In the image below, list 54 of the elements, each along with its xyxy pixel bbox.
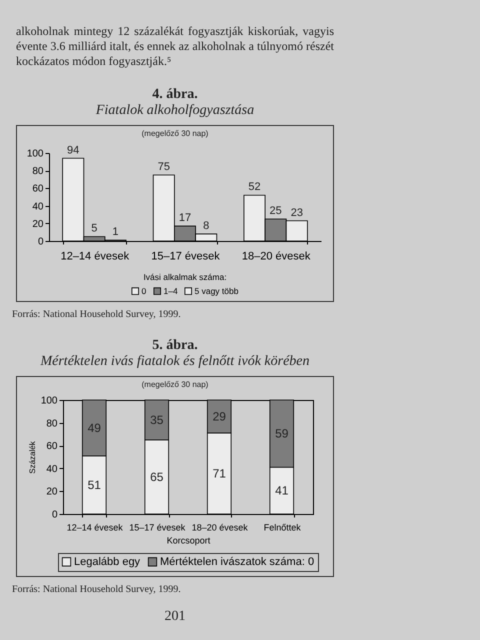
data-label: 29 <box>212 410 226 424</box>
data-label: 49 <box>87 420 101 435</box>
chart-subtitle: Mértéktelen ivás fiatalok és felnőtt ivók körében <box>39 354 310 370</box>
text: alkoholnak mintegy 12 százalékát fogyasztják kiskorúak, vagyis évente 3.6 milliárd italt, és ennek az alkoholnak a túlnyomó részét kockázatos módon fogyasztják.⁵ <box>16 24 334 69</box>
chart-title: 5. ábra. <box>151 338 199 354</box>
x-tick-label: 12–14 évesek <box>60 250 130 262</box>
chart-subtitle: Fiatalok alkoholfogyasztása <box>94 103 256 119</box>
y-tick-label: 60 <box>32 184 44 195</box>
data-label: 8 <box>202 220 209 232</box>
legend-label: Legalább egy <box>74 556 140 568</box>
data-label: 41 <box>274 484 288 498</box>
y-tick-label: 0 <box>51 510 58 520</box>
legend-label: Mértéktelen ivászatok száma: 0 <box>160 556 314 568</box>
data-label: 1 <box>112 226 118 238</box>
data-label: 52 <box>248 181 260 194</box>
legend-label: 0 <box>141 286 146 296</box>
y-tick-label: 100 <box>40 396 58 406</box>
data-label: 51 <box>87 478 101 492</box>
text: (megelőző 30 nap) <box>140 129 210 138</box>
x-tick-label: 12–14 évesek <box>66 522 123 532</box>
y-tick-label: 100 <box>26 148 44 160</box>
legend-label: 5 vagy több <box>194 286 238 296</box>
text: Forrás: National Household Survey, 1999. <box>12 309 182 320</box>
text: Forrás: National Household Survey, 1999. <box>12 584 182 595</box>
data-label: 59 <box>274 426 288 441</box>
data-label: 71 <box>212 466 226 481</box>
y-tick-label: 40 <box>32 201 44 212</box>
data-label: 23 <box>290 206 302 219</box>
x-tick-label: 18–20 évesek <box>241 250 310 262</box>
x-axis-title: Korcsoport <box>166 536 210 546</box>
x-tick-label: Felnőttek <box>263 522 301 532</box>
data-label: 75 <box>157 161 170 173</box>
data-label: 25 <box>269 205 282 217</box>
y-tick-label: 80 <box>46 418 58 430</box>
y-tick-label: 20 <box>46 486 58 498</box>
data-label: 35 <box>150 412 164 427</box>
x-tick-label: 15–17 évesek <box>128 522 186 532</box>
text: 201 <box>164 609 186 625</box>
x-tick-label: 15–17 évesek <box>150 250 220 262</box>
legend-title: Ivási alkalmak száma: <box>142 272 226 282</box>
data-label: 5 <box>90 222 97 235</box>
y-tick-label: 0 <box>37 236 44 248</box>
data-label: 17 <box>178 212 191 224</box>
x-tick-label: 18–20 évesek <box>191 522 248 532</box>
chart-title: 4. ábra. <box>151 87 199 103</box>
data-label: 65 <box>150 470 164 484</box>
text: (megelőző 30 nap) <box>140 380 210 389</box>
legend-label: 1–4 <box>163 286 178 296</box>
y-axis-title: Százalék <box>27 440 36 474</box>
y-tick-label: 60 <box>46 441 58 452</box>
y-tick-label: 40 <box>46 464 58 475</box>
y-tick-label: 20 <box>32 218 44 230</box>
data-label: 94 <box>66 144 79 156</box>
y-tick-label: 80 <box>32 166 44 178</box>
